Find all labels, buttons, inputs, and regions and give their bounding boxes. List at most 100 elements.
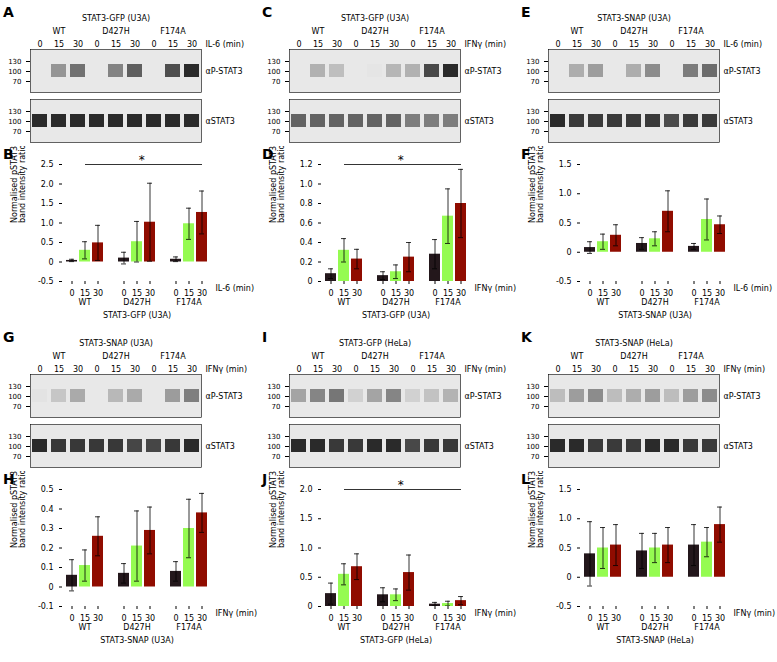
svg-text:*: *: [398, 478, 404, 492]
svg-text:70: 70: [13, 128, 22, 136]
svg-text:100: 100: [526, 443, 539, 451]
svg-text:15: 15: [629, 365, 639, 374]
svg-text:F174A: F174A: [176, 623, 202, 632]
svg-text:STAT3-GFP (U3A): STAT3-GFP (U3A): [103, 311, 171, 320]
svg-text:IL-6 (min): IL-6 (min): [206, 40, 245, 49]
svg-text:15: 15: [702, 289, 712, 298]
svg-text:D427H: D427H: [641, 623, 668, 632]
svg-text:0: 0: [307, 277, 312, 286]
svg-text:IFNγ (min): IFNγ (min): [206, 365, 248, 374]
svg-text:F174A: F174A: [419, 352, 445, 361]
svg-text:0: 0: [432, 289, 437, 298]
svg-text:15: 15: [443, 614, 453, 623]
svg-text:100: 100: [8, 68, 21, 76]
svg-text:1.5: 1.5: [559, 160, 572, 169]
svg-text:IL-6 (min): IL-6 (min): [216, 284, 255, 293]
svg-text:100: 100: [267, 118, 280, 126]
svg-text:-0.5: -0.5: [38, 277, 54, 286]
svg-text:30: 30: [352, 614, 362, 623]
svg-text:0: 0: [94, 365, 99, 374]
svg-text:F174A: F174A: [160, 27, 186, 36]
svg-text:15: 15: [427, 40, 437, 49]
svg-text:0.2: 0.2: [300, 258, 313, 267]
svg-text:WT: WT: [338, 623, 351, 632]
svg-text:30: 30: [705, 365, 715, 374]
svg-text:0.5: 0.5: [41, 485, 54, 494]
svg-text:0: 0: [173, 614, 178, 623]
svg-text:70: 70: [13, 453, 22, 461]
svg-text:0: 0: [639, 289, 644, 298]
svg-text:30: 30: [332, 40, 342, 49]
svg-text:IFNγ (min): IFNγ (min): [475, 609, 517, 618]
svg-text:100: 100: [267, 68, 280, 76]
svg-text:F174A: F174A: [435, 623, 461, 632]
svg-text:D427H: D427H: [123, 623, 150, 632]
svg-text:WT: WT: [597, 298, 610, 307]
svg-text:0.6: 0.6: [300, 219, 313, 228]
svg-text:F174A: F174A: [694, 623, 720, 632]
svg-text:0: 0: [328, 614, 333, 623]
svg-text:1.0: 1.0: [41, 219, 54, 228]
svg-text:130: 130: [526, 433, 539, 441]
svg-text:WT: WT: [79, 298, 92, 307]
svg-text:130: 130: [8, 433, 21, 441]
svg-text:*: *: [398, 153, 404, 167]
svg-text:αP-STAT3: αP-STAT3: [465, 67, 502, 76]
svg-text:αSTAT3: αSTAT3: [724, 442, 753, 451]
svg-text:0: 0: [94, 40, 99, 49]
svg-text:30: 30: [389, 40, 399, 49]
svg-text:30: 30: [648, 40, 658, 49]
svg-text:1.5: 1.5: [41, 199, 54, 208]
svg-text:IFNγ (min): IFNγ (min): [465, 40, 507, 49]
svg-text:30: 30: [73, 365, 83, 374]
svg-text:30: 30: [352, 289, 362, 298]
svg-text:D427H: D427H: [123, 298, 150, 307]
svg-text:0: 0: [669, 40, 674, 49]
svg-text:0: 0: [432, 614, 437, 623]
svg-text:70: 70: [272, 403, 281, 411]
svg-text:70: 70: [13, 78, 22, 86]
svg-text:15: 15: [184, 614, 194, 623]
svg-text:F174A: F174A: [435, 298, 461, 307]
svg-text:0.4: 0.4: [41, 505, 54, 514]
svg-text:F174A: F174A: [678, 27, 704, 36]
svg-text:30: 30: [715, 614, 725, 623]
svg-text:WT: WT: [312, 352, 325, 361]
svg-text:15: 15: [650, 289, 660, 298]
svg-text:1.5: 1.5: [300, 514, 313, 523]
svg-text:0.5: 0.5: [41, 238, 54, 247]
svg-text:STAT3-SNAP (HeLa): STAT3-SNAP (HeLa): [595, 339, 673, 348]
svg-text:130: 130: [526, 383, 539, 391]
svg-text:15: 15: [370, 40, 380, 49]
svg-text:30: 30: [591, 365, 601, 374]
svg-text:0: 0: [37, 40, 42, 49]
svg-text:STAT3-GFP (U3A): STAT3-GFP (U3A): [362, 311, 430, 320]
svg-text:D427H: D427H: [620, 352, 647, 361]
svg-text:0: 0: [691, 289, 696, 298]
svg-text:130: 130: [267, 383, 280, 391]
svg-text:IFNγ (min): IFNγ (min): [724, 365, 766, 374]
svg-text:70: 70: [272, 453, 281, 461]
svg-text:2.5: 2.5: [41, 160, 54, 169]
svg-text:15: 15: [111, 365, 121, 374]
svg-text:0: 0: [612, 365, 617, 374]
svg-text:D427H: D427H: [382, 623, 409, 632]
svg-text:15: 15: [686, 40, 696, 49]
svg-text:0.3: 0.3: [41, 524, 54, 533]
svg-text:0.1: 0.1: [41, 563, 54, 572]
svg-text:STAT3-SNAP (U3A): STAT3-SNAP (U3A): [100, 636, 174, 645]
svg-text:0: 0: [307, 602, 312, 611]
svg-text:IL-6 (min): IL-6 (min): [734, 284, 773, 293]
svg-text:0.5: 0.5: [300, 573, 313, 582]
svg-text:0: 0: [37, 365, 42, 374]
svg-text:F174A: F174A: [419, 27, 445, 36]
svg-text:αP-STAT3: αP-STAT3: [206, 392, 243, 401]
svg-text:IL-6 (min): IL-6 (min): [724, 40, 763, 49]
svg-text:15: 15: [598, 289, 608, 298]
svg-text:0: 0: [587, 289, 592, 298]
svg-text:30: 30: [145, 614, 155, 623]
svg-text:100: 100: [526, 118, 539, 126]
svg-text:15: 15: [598, 614, 608, 623]
svg-text:STAT3-SNAP (U3A): STAT3-SNAP (U3A): [597, 14, 671, 23]
svg-text:WT: WT: [571, 352, 584, 361]
